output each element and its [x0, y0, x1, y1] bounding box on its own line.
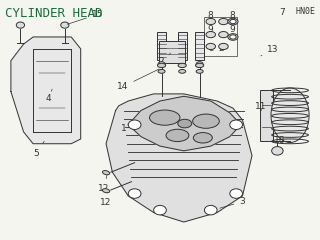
Ellipse shape: [230, 35, 236, 39]
Bar: [260, 90, 273, 141]
Text: 9: 9: [207, 25, 213, 34]
Ellipse shape: [271, 88, 309, 143]
Text: 8: 8: [230, 12, 236, 20]
Ellipse shape: [196, 63, 204, 68]
Ellipse shape: [196, 69, 203, 73]
Ellipse shape: [272, 147, 283, 155]
Ellipse shape: [179, 69, 186, 73]
Polygon shape: [11, 37, 81, 144]
Text: 15: 15: [68, 10, 103, 24]
Text: CYLINDER HEAD: CYLINDER HEAD: [4, 7, 102, 20]
Ellipse shape: [193, 132, 212, 143]
Text: 11: 11: [255, 102, 267, 111]
Ellipse shape: [61, 22, 69, 28]
Text: 8: 8: [207, 12, 213, 20]
Ellipse shape: [230, 19, 236, 24]
Ellipse shape: [219, 43, 228, 49]
Bar: [159, 41, 185, 63]
Ellipse shape: [158, 62, 165, 67]
Ellipse shape: [204, 205, 217, 215]
Text: 5: 5: [33, 141, 44, 158]
Ellipse shape: [230, 120, 243, 130]
Ellipse shape: [149, 110, 180, 125]
Text: 3: 3: [220, 197, 245, 208]
Text: 12: 12: [100, 191, 111, 207]
Ellipse shape: [230, 189, 243, 198]
Ellipse shape: [178, 119, 192, 128]
Text: 12: 12: [98, 175, 109, 193]
Bar: [204, 17, 237, 56]
Bar: [157, 32, 166, 60]
Ellipse shape: [16, 22, 25, 28]
Ellipse shape: [102, 189, 110, 193]
Text: 2: 2: [158, 53, 171, 66]
Ellipse shape: [166, 129, 189, 142]
Bar: [195, 32, 204, 60]
Ellipse shape: [228, 34, 238, 40]
Ellipse shape: [102, 171, 110, 175]
Text: 18: 18: [274, 136, 286, 151]
Text: 9: 9: [230, 25, 236, 34]
Text: 1: 1: [121, 124, 135, 133]
Text: 2: 2: [210, 44, 224, 53]
Ellipse shape: [158, 69, 165, 73]
Polygon shape: [106, 94, 252, 222]
Bar: [178, 32, 187, 60]
Ellipse shape: [196, 62, 203, 67]
Text: 4: 4: [46, 89, 52, 103]
Ellipse shape: [206, 18, 215, 25]
Text: 7: 7: [279, 8, 285, 17]
Ellipse shape: [206, 31, 215, 38]
Ellipse shape: [157, 63, 166, 68]
Text: HN0E: HN0E: [295, 7, 316, 16]
Ellipse shape: [206, 43, 215, 49]
Ellipse shape: [219, 18, 228, 25]
Ellipse shape: [128, 189, 141, 198]
Ellipse shape: [178, 63, 186, 68]
Polygon shape: [128, 96, 241, 151]
Ellipse shape: [128, 120, 141, 130]
Ellipse shape: [228, 18, 238, 25]
Text: 13: 13: [261, 45, 279, 56]
Ellipse shape: [193, 114, 219, 128]
Ellipse shape: [219, 31, 228, 38]
Ellipse shape: [154, 205, 166, 215]
Text: 14: 14: [117, 69, 159, 91]
